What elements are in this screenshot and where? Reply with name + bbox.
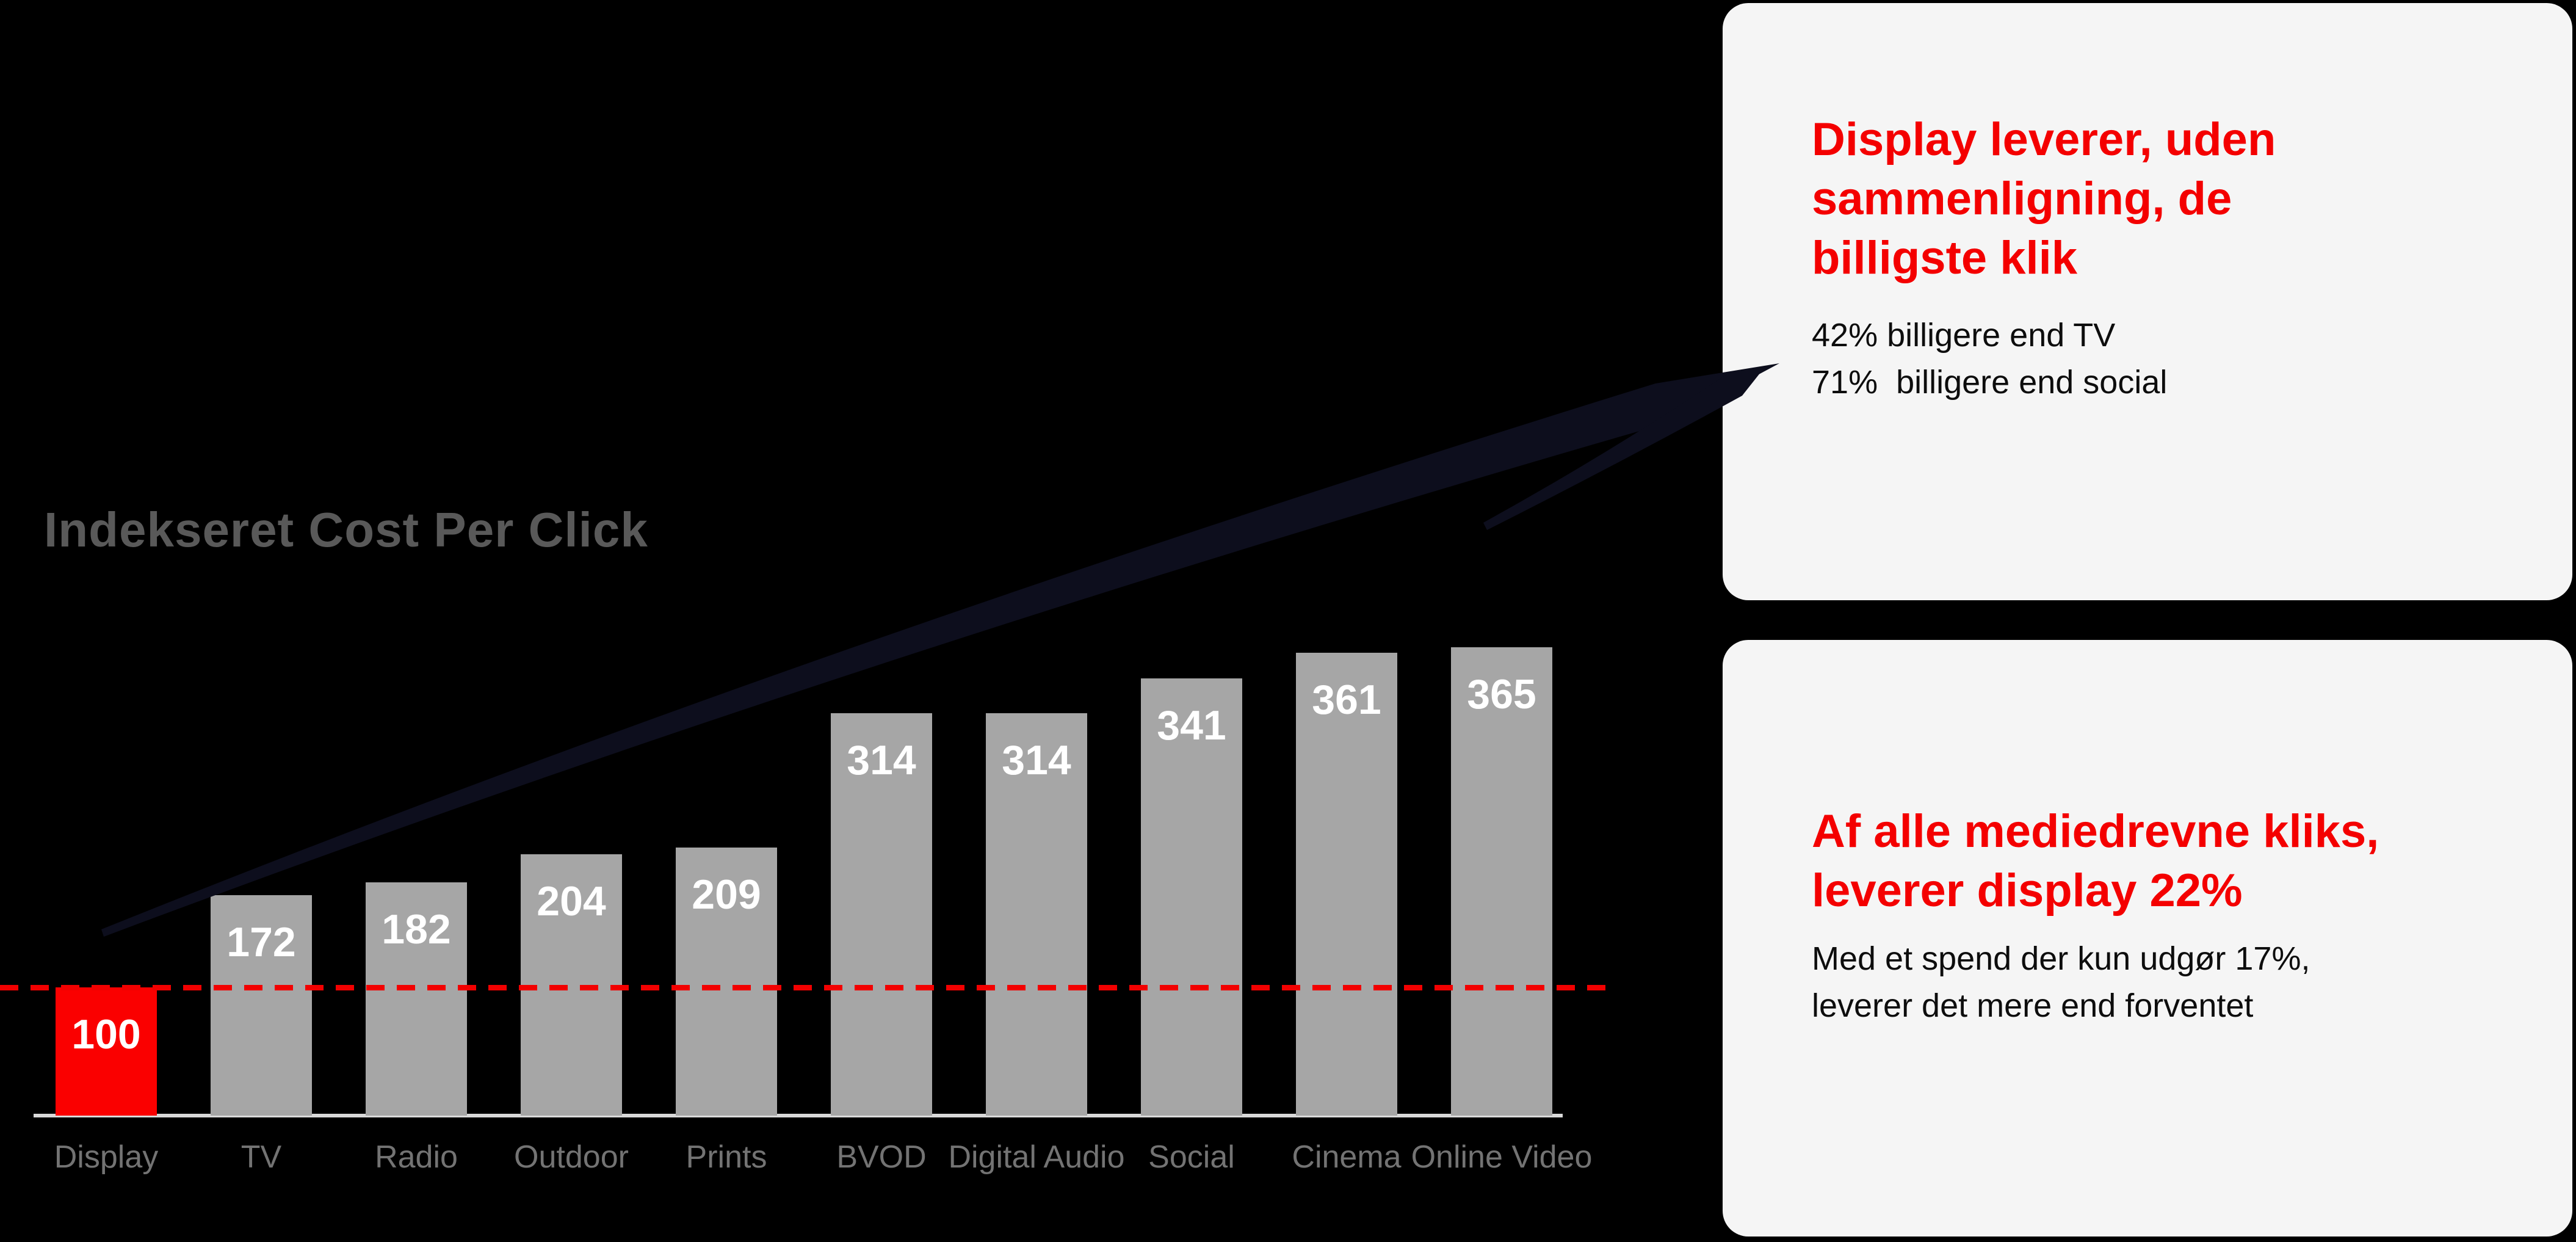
bar-column: 182 Radio — [366, 882, 467, 1175]
card-body: Med et spend der kun udgør 17%, leverer … — [1812, 935, 2517, 1030]
bar: 172 — [211, 895, 312, 1116]
bar-value-label: 341 — [1157, 702, 1226, 749]
axis-category-label: Social — [1148, 1139, 1235, 1175]
bar-value-label: 314 — [847, 737, 916, 783]
bar-column: 172 TV — [211, 895, 312, 1175]
x-axis-baseline — [34, 1114, 1563, 1117]
card-heading: Af alle mediedrevne kliks, leverer displ… — [1812, 802, 2517, 920]
reference-line-100 — [0, 985, 1607, 990]
callout-card-cheapest-clicks: Display leverer, uden sammenligning, de … — [1723, 3, 2572, 600]
card-heading-line: Display leverer, uden — [1812, 114, 2276, 165]
axis-category-label: Digital Audio — [948, 1139, 1125, 1175]
bar: 341 — [1141, 678, 1242, 1116]
axis-category-label: Display — [54, 1139, 159, 1175]
bar-value-label: 100 — [71, 1011, 141, 1058]
card-body-line: Med et spend der kun udgør 17%, — [1812, 940, 2310, 977]
bar-column: 314 BVOD — [831, 713, 932, 1175]
bar-value-label: 182 — [382, 906, 451, 953]
card-heading: Display leverer, uden sammenligning, de … — [1812, 110, 2517, 288]
bar-column: 361 Cinema — [1292, 653, 1402, 1175]
bar-display-highlighted: 100 — [56, 987, 157, 1116]
card-heading-line: Af alle mediedrevne kliks, — [1812, 805, 2379, 857]
bar-group: 100 Display 172 TV 182 Radio 204 Outdoor 209 Prin… — [54, 647, 1592, 1175]
bar-value-label: 365 — [1467, 671, 1536, 717]
bar-column: 314 Digital Audio — [948, 713, 1125, 1175]
bar: 361 — [1296, 653, 1397, 1116]
bar: 182 — [366, 882, 467, 1116]
bar-value-label: 314 — [1002, 737, 1071, 783]
axis-category-label: BVOD — [836, 1139, 927, 1175]
axis-category-label: Cinema — [1292, 1139, 1402, 1175]
card-heading-line: leverer display 22% — [1812, 865, 2243, 917]
bar-value-label: 204 — [537, 878, 606, 924]
chart-title: Indekseret Cost Per Click — [44, 503, 648, 557]
bar-column: 365 Online Video — [1411, 647, 1592, 1175]
bar-column: 341 Social — [1141, 678, 1242, 1175]
callout-card-share-of-clicks: Af alle mediedrevne kliks, leverer displ… — [1723, 640, 2572, 1237]
card-body: 42% billigere end TV 71% billigere end s… — [1812, 312, 2517, 406]
card-heading-line: sammenligning, de — [1812, 173, 2232, 225]
axis-category-label: TV — [241, 1139, 282, 1175]
axis-category-label: Outdoor — [514, 1139, 629, 1175]
bar-column: 209 Prints — [676, 848, 777, 1175]
card-body-line: leverer det mere end forventet — [1812, 987, 2254, 1024]
axis-category-label: Online Video — [1411, 1139, 1593, 1175]
card-body-line: 42% billigere end TV — [1812, 317, 2116, 354]
bar-value-label: 172 — [226, 919, 296, 965]
bar: 365 — [1451, 647, 1552, 1116]
axis-category-label: Prints — [686, 1139, 767, 1175]
axis-category-label: Radio — [375, 1139, 458, 1175]
bar: 314 — [831, 713, 932, 1116]
bar-value-label: 361 — [1312, 677, 1381, 723]
bar: 209 — [676, 848, 777, 1116]
card-heading-line: billigste klik — [1812, 232, 2078, 284]
bar: 314 — [986, 713, 1087, 1116]
bar-value-label: 209 — [692, 871, 761, 918]
card-body-line: 71% billigere end social — [1812, 364, 2168, 401]
bar-column: 100 Display — [54, 987, 158, 1175]
